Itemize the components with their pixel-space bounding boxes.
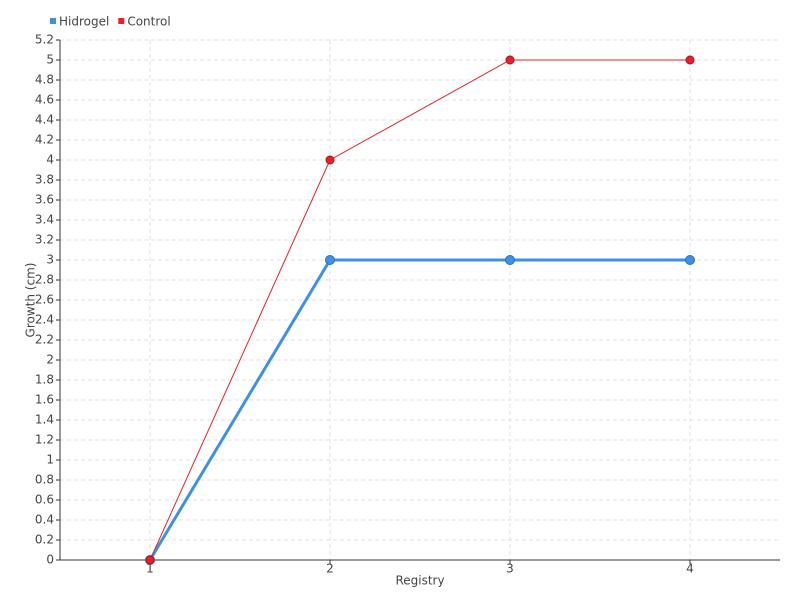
y-tick-label: 1: [46, 453, 54, 467]
data-point: [505, 255, 515, 265]
data-point: [145, 555, 155, 565]
y-tick-label: 0.8: [35, 473, 54, 487]
x-tick-label: 2: [326, 562, 334, 576]
data-point: [685, 255, 695, 265]
y-tick-label: 0.6: [35, 493, 54, 507]
y-tick-label: 4.8: [35, 73, 54, 87]
y-tick-label: 4.4: [35, 113, 54, 127]
y-tick-label: 3: [46, 253, 54, 267]
series-line: [149, 59, 690, 561]
data-point: [325, 155, 335, 165]
data-point: [325, 255, 335, 265]
legend-label: Control: [127, 15, 170, 29]
x-tick-label: 1: [146, 562, 154, 576]
y-tick-label: 1.8: [35, 373, 54, 387]
y-tick-label: 0.4: [35, 513, 54, 527]
y-tick-label: 2.4: [35, 313, 54, 327]
y-tick-label: 3.2: [35, 233, 54, 247]
y-tick-label: 4: [46, 153, 54, 167]
y-tick-label: 2: [46, 353, 54, 367]
y-tick-label: 0.2: [35, 533, 54, 547]
x-tick-label: 3: [506, 562, 514, 576]
y-tick-label: 0: [46, 553, 54, 567]
y-axis-label: Growth (cm): [24, 263, 38, 338]
y-tick-label: 5.2: [35, 33, 54, 47]
y-tick-label: 2.2: [35, 333, 54, 347]
data-point: [505, 55, 515, 65]
y-tick-label: 3.4: [35, 213, 54, 227]
x-axis-label: Registry: [395, 574, 444, 588]
series-line: [148, 258, 690, 561]
legend-swatch: [118, 18, 125, 24]
y-tick-label: 5: [46, 53, 54, 67]
x-tick-label: 4: [686, 562, 694, 576]
y-tick-label: 2.6: [35, 293, 54, 307]
y-tick-label: 3.8: [35, 173, 54, 187]
y-tick-label: 2.8: [35, 273, 54, 287]
y-tick-label: 4.6: [35, 93, 54, 107]
data-point: [685, 55, 695, 65]
y-tick-label: 1.2: [35, 433, 54, 447]
y-tick-label: 1.6: [35, 393, 54, 407]
y-tick-label: 3.6: [35, 193, 54, 207]
y-tick-label: 4.2: [35, 133, 54, 147]
legend-swatch: [50, 18, 56, 24]
legend-label: Hidrogel: [59, 15, 109, 29]
y-tick-label: 1.4: [35, 413, 54, 427]
